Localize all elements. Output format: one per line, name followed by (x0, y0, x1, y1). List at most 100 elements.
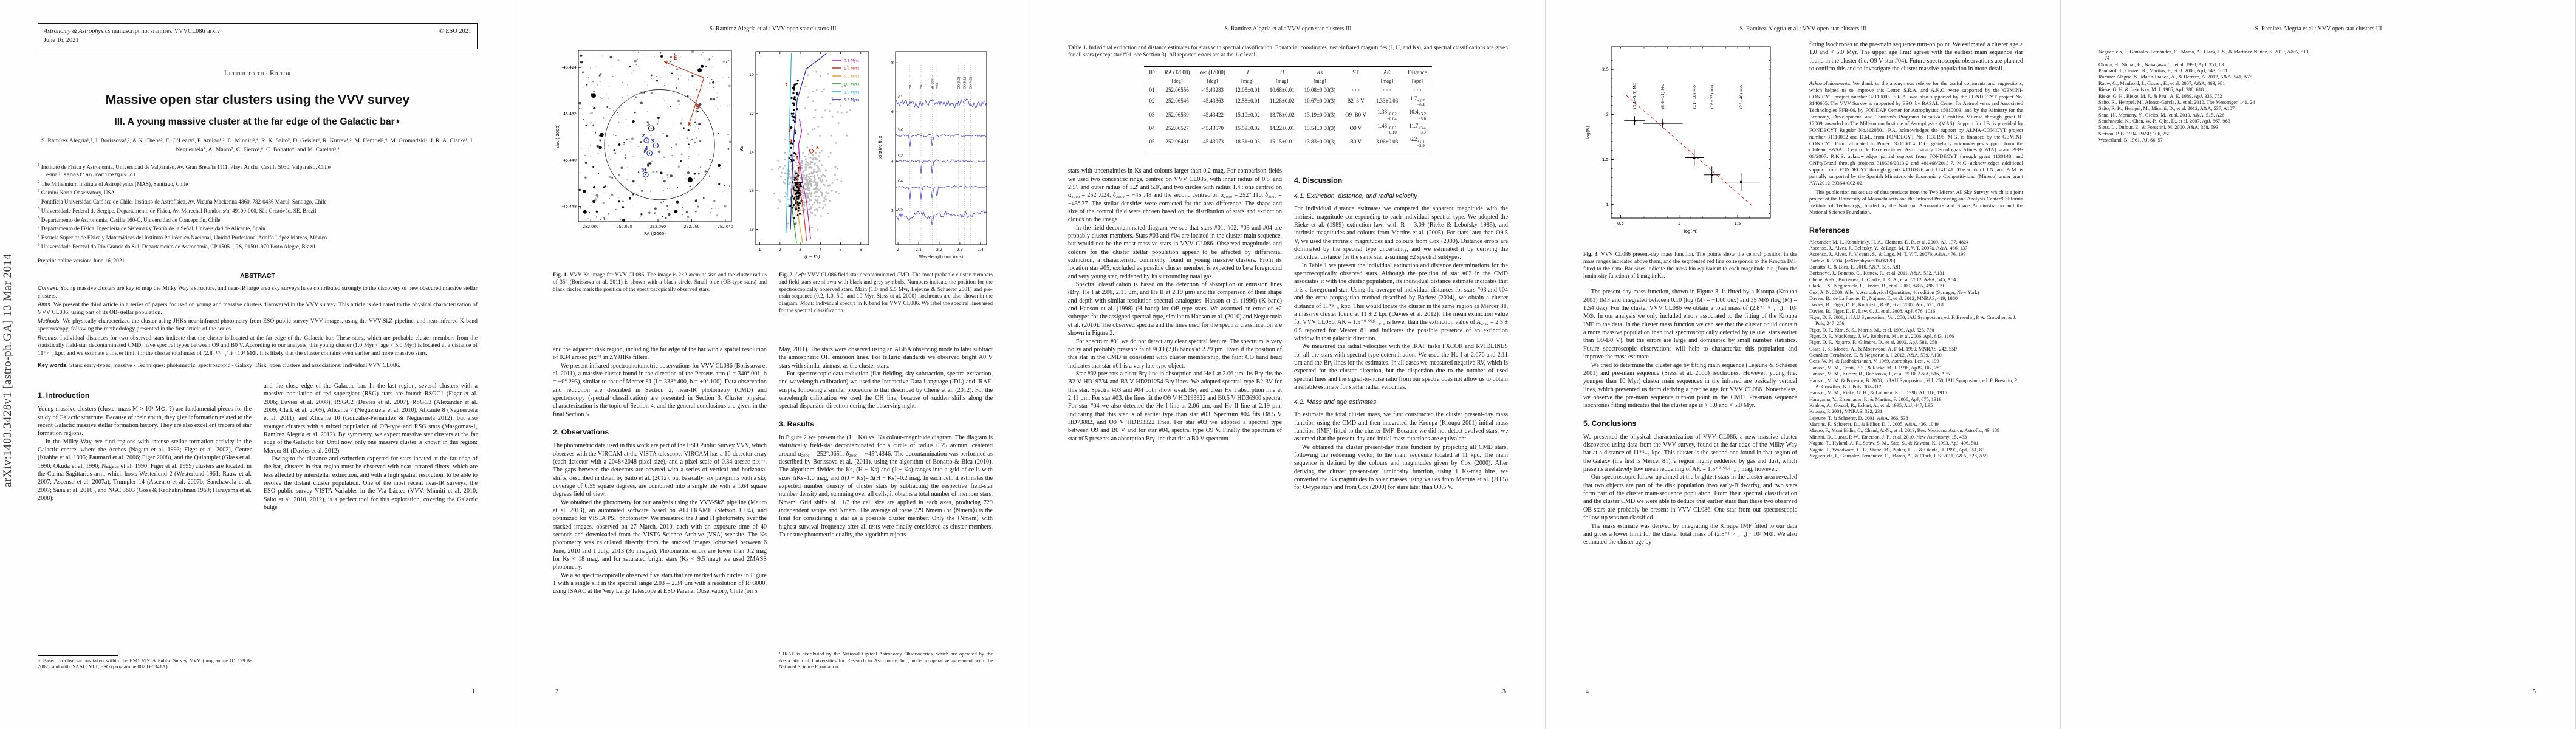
svg-text:0.2 Myrs: 0.2 Myrs (844, 59, 859, 63)
footnote-rule (38, 655, 118, 656)
affiliation-item: 3 Gemini North Observatory, USA (38, 188, 115, 196)
paragraph: Owing to the distance and extinction exp… (264, 456, 478, 512)
svg-text:-45.440: -45.440 (562, 158, 577, 162)
abstract-heading: ABSTRACT (240, 272, 275, 279)
abstract-context: Context. Young massive clusters are key … (38, 284, 478, 299)
svg-text:1.0 Myrs: 1.0 Myrs (844, 91, 859, 94)
svg-text:4: 4 (789, 138, 792, 143)
reference-entry: Nagata, T., Hyland, A. R., Straw, S. M.,… (1809, 440, 1979, 447)
reference-entry: Nagata, T., Woodward, C. E., Shure, M., … (1809, 447, 1985, 453)
affiliations-list: 1 Instituto de Física y Astronomía, Univ… (38, 163, 478, 250)
page5-column-right (2324, 49, 2538, 143)
svg-text:1: 1 (759, 247, 761, 252)
fig3-mass-function-plot: 0.5 1 1.5 1 1.5 2 2.5 (3.4−5.6) M⊙ (5.6−11) M⊙ (1… (1585, 46, 1771, 234)
svg-text:5: 5 (641, 167, 645, 173)
arxiv-watermark: arXiv:1403.3428v1 [astro-ph.GA] 13 Mar 2… (1, 253, 14, 488)
paragraph: The photometric data used in this work a… (553, 442, 767, 498)
paragraph: We obtained the cluster present-day mass… (1294, 443, 1508, 491)
reference-entry: Paumard, T., Genzel, R., Martins, F., et… (2098, 68, 2228, 74)
svg-text:S: S (696, 104, 700, 111)
figure-row: 1 2 3 4 5 E S -45.424 -45.432 -45.440 -45.448 252.0… (553, 47, 993, 267)
svg-text:02: 02 (898, 127, 903, 132)
svg-text:Br gam: Br gam (931, 78, 934, 89)
svg-text:252.050: 252.050 (683, 225, 699, 229)
reference-entry: Bonatto, C. & Bica, E. 2010, A&A, 516, A… (1809, 264, 1901, 270)
references-list-part1: Alexander, M. J., Kobulnicky, H. A., Cle… (1809, 239, 2023, 460)
paper-subtitle: III. A young massive cluster at the far … (114, 116, 401, 127)
reference-entry: Figer, D. F. 2008, in IAU Symposium, Vol… (1809, 314, 2016, 327)
paragraph: fitting isochrones to the pre-main seque… (1809, 41, 2023, 73)
reference-entry: Lejeune, T. & Schaerer, D. 2001, A&A, 36… (1809, 415, 1908, 421)
svg-text:CO(2,0): CO(2,0) (957, 77, 961, 89)
paragraph: The present-day mass function, shown in … (1583, 289, 1797, 361)
section-1-heading: 1. Introduction (38, 391, 90, 400)
svg-text:6: 6 (891, 109, 894, 114)
section-2-heading: 2. Observations (553, 428, 609, 437)
page-3: S. Ramírez Alegría et al.: VVV open star… (1030, 0, 1546, 729)
reference-entry: Rieke, G. H. & Lebofsky, M. J. 1985, ApJ… (2098, 87, 2204, 93)
p4-conclusions: We presented the physical characterizati… (1583, 433, 1797, 547)
svg-text:5: 5 (839, 247, 841, 252)
reference-entry: Westerlund, B. 1961, AJ, 66, 57 (2098, 137, 2163, 143)
svg-text:16: 16 (749, 188, 754, 193)
page-2: S. Ramírez Alegría et al.: VVV open star… (515, 0, 1030, 729)
svg-text:4: 4 (819, 247, 821, 252)
paragraph: We presented the physical characterizati… (1583, 433, 1797, 473)
table1-caption: Table 1. Individual extinction and dista… (1068, 45, 1508, 59)
abstract-aims: Aims. We present the third article in a … (38, 301, 478, 316)
svg-text:5: 5 (816, 145, 819, 151)
svg-text:18: 18 (749, 227, 754, 232)
reference-entry: Stetson, P. B. 1994, PASP, 106, 250 (2098, 131, 2171, 137)
affiliation-item: 2 The Millennium Institute of Astrophysi… (38, 179, 188, 187)
p4-massfunction-paragraphs: The present-day mass function, shown in … (1583, 288, 1797, 409)
svg-text:2.4: 2.4 (978, 247, 984, 252)
p2-right-top: May, 2011). The stars were observed usin… (779, 346, 993, 411)
running-head: S. Ramírez Alegría et al.: VVV open star… (709, 26, 837, 32)
reference-entry: Cox, A. N. 2000, Allen’s Astrophysical Q… (1809, 289, 1979, 295)
svg-text:10. Myrs: 10. Myrs (844, 83, 859, 86)
paragraph: We measured the radial velocities with t… (1294, 343, 1508, 391)
abstract: Context. Young massive clusters are key … (38, 284, 478, 357)
reference-entry: Ramírez Alegría, S., Marín-Franch, A., &… (2098, 74, 2253, 80)
svg-text:Wavelength (microns): Wavelength (microns) (919, 255, 963, 259)
svg-text:12: 12 (749, 111, 754, 116)
svg-text:5.5 Myrs: 5.5 Myrs (844, 98, 859, 102)
paragraph: In the Milky Way, we find regions with i… (38, 438, 252, 502)
paragraph: To estimate the total cluster mass, we f… (1294, 411, 1508, 443)
svg-text:HeI: HeI (920, 84, 923, 89)
reference-entry: Rieke, G. H., Rieke, M. J., & Paul, A. E… (2098, 93, 2222, 99)
copyright: © ESO 2021 (439, 28, 471, 35)
svg-text:03: 03 (898, 152, 903, 157)
page-4: S. Ramírez Alegría et al.: VVV open star… (1546, 0, 2061, 729)
svg-text:E: E (673, 55, 677, 62)
page5-column-left: Negueruela, I., González-Fernández, C., … (2098, 49, 2312, 143)
paragraph: For spectrum #01 we do not detect any cl… (1068, 338, 1282, 369)
running-head: S. Ramírez Alegría et al.: VVV open star… (2255, 26, 2382, 32)
reference-entry: Martins, F., Schaerer, D., & Hillier, D.… (1809, 422, 1939, 428)
section-3-heading: 3. Results (779, 419, 815, 428)
reference-entry: Borissova, J., Bonatto, C., Kurtev, R., … (1809, 270, 1945, 276)
paragraph: In the field-decontaminated diagram we s… (1068, 224, 1282, 280)
paragraph: The mass estimate was derived by integra… (1583, 522, 1797, 546)
authors-line: S. Ramírez Alegría¹,², J. Borissova¹,², … (41, 137, 474, 153)
affiliation-item: 9 Universidade Federal do Rio Grande do … (38, 242, 315, 250)
svg-text:dec (J2000): dec (J2000) (555, 124, 560, 148)
abstract-results: Results. Individual distances for two ob… (38, 334, 478, 357)
affiliation-item: 5 Universidade Federal de Sergipe, Depar… (38, 206, 317, 214)
reference-entry: Alexander, M. J., Kobulnicky, H. A., Cle… (1809, 239, 1969, 245)
svg-text:1: 1 (1606, 202, 1609, 207)
reference-entry: Harayama, Y., Eisenhauer, F., & Martins,… (1809, 396, 1942, 402)
svg-text:2.3: 2.3 (957, 247, 963, 252)
reference-entry: Okuda, H., Shibai, H., Nakagawa, T., et … (2098, 61, 2224, 67)
svg-text:2: 2 (897, 247, 899, 252)
svg-text:2.1: 2.1 (916, 247, 922, 252)
manuscript-line: Astronomy & Astrophysics manuscript no. … (44, 28, 221, 35)
p2-observations: The photometric data used in this work a… (553, 442, 767, 596)
page-number: 5 (2533, 688, 2536, 695)
svg-text:1.5: 1.5 (1602, 157, 1609, 162)
paragraph: stars with uncertainties in Ks and colou… (1068, 168, 1282, 224)
running-head: S. Ramírez Alegría et al.: VVV open star… (1739, 26, 1867, 32)
intro-paragraphs-right: and the close edge of the Galactic bar. … (264, 382, 478, 512)
keywords: Key words. Stars: early-types, massive -… (38, 362, 400, 369)
p3-left-paragraphs: stars with uncertainties in Ks and colou… (1068, 167, 1282, 443)
